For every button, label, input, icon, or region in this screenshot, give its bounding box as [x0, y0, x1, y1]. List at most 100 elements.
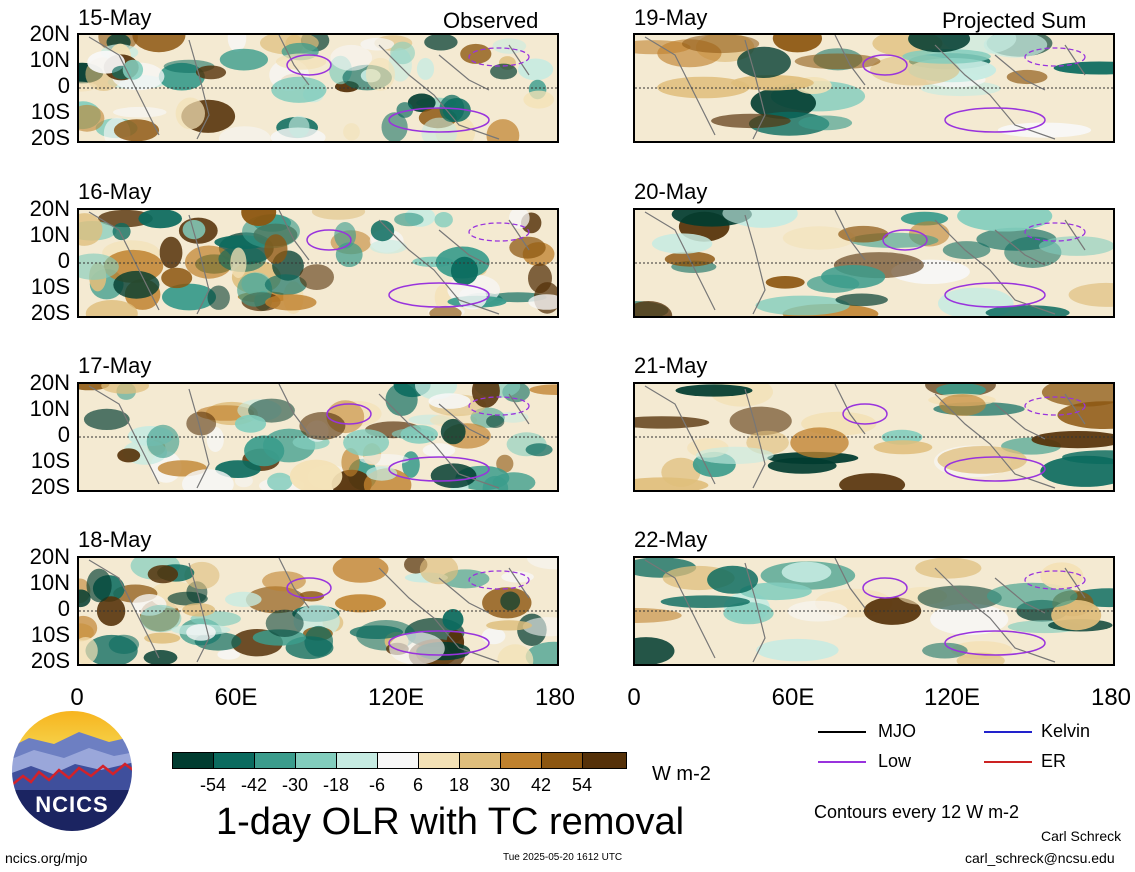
olr-anomaly-blob — [147, 565, 179, 584]
olr-anomaly-blob — [937, 446, 1027, 474]
olr-field — [635, 35, 1113, 140]
lat-label: 10S — [30, 99, 70, 124]
olr-anomaly-blob — [707, 565, 759, 594]
olr-anomaly-blob — [407, 93, 436, 113]
footer-url[interactable]: ncics.org/mjo — [5, 850, 88, 866]
olr-field — [79, 35, 557, 141]
panel-date-label: 20-May — [634, 179, 708, 204]
colorbar — [172, 752, 627, 770]
olr-anomaly-blob — [182, 469, 234, 490]
low-contour — [388, 107, 490, 133]
olr-map-panel-projected — [633, 33, 1115, 143]
lat-label: 0 — [57, 596, 70, 621]
olr-anomaly-blob — [276, 53, 327, 70]
lat-label: 0 — [57, 422, 70, 447]
olr-anomaly-blob — [369, 239, 407, 254]
olr-anomaly-blob — [522, 617, 557, 637]
olr-anomaly-blob — [942, 241, 991, 260]
olr-anomaly-blob — [298, 591, 325, 602]
olr-anomaly-blob — [750, 87, 816, 119]
olr-anomaly-blob — [838, 225, 889, 243]
lat-label: 10N — [29, 570, 70, 595]
olr-anomaly-blob — [217, 649, 240, 660]
colorbar-bin — [172, 752, 214, 769]
olr-anomaly-blob — [1031, 431, 1113, 449]
olr-anomaly-blob — [219, 48, 268, 71]
olr-anomaly-blob — [497, 644, 534, 664]
olr-anomaly-blob — [529, 384, 557, 395]
lon-label: 120E — [367, 684, 425, 711]
olr-anomaly-blob — [722, 210, 797, 227]
olr-anomaly-blob — [873, 440, 933, 455]
coastline — [88, 558, 530, 663]
olr-anomaly-blob — [460, 43, 492, 64]
footer-email[interactable]: carl_schreck@ncsu.edu — [965, 850, 1115, 866]
olr-anomaly-blob — [159, 236, 183, 269]
olr-anomaly-blob — [492, 472, 536, 490]
lat-label: 10S — [30, 274, 70, 299]
coastline — [88, 384, 530, 489]
olr-map-panel-projected — [633, 556, 1115, 666]
olr-anomaly-blob — [79, 615, 98, 641]
olr-anomaly-blob — [782, 226, 856, 250]
lat-label: 20S — [30, 300, 70, 325]
olr-anomaly-blob — [83, 408, 130, 430]
olr-anomaly-blob — [140, 604, 182, 633]
olr-anomaly-blob — [458, 286, 487, 310]
olr-anomaly-blob — [1006, 69, 1048, 85]
lat-label: 0 — [57, 248, 70, 273]
low-contour-negative — [1024, 570, 1086, 590]
olr-anomaly-blob — [360, 37, 395, 51]
olr-field — [79, 210, 557, 316]
olr-anomaly-blob — [430, 463, 477, 488]
olr-anomaly-blob — [528, 294, 557, 310]
projected-label: Projected Sum — [942, 8, 1087, 33]
olr-anomaly-blob — [985, 305, 1070, 316]
olr-anomaly-blob — [821, 265, 886, 289]
olr-anomaly-blob — [341, 448, 360, 477]
olr-anomaly-blob — [330, 44, 373, 71]
logo-text: NCICS — [35, 792, 109, 817]
olr-anomaly-blob — [175, 97, 205, 130]
colorbar-tick: 30 — [489, 775, 511, 795]
olr-anomaly-blob — [79, 104, 105, 132]
colorbar-bin — [459, 752, 501, 769]
colorbar-tick: -6 — [368, 775, 385, 795]
olr-anomaly-blob — [798, 115, 853, 131]
lon-label: 180 — [1090, 684, 1132, 711]
olr-anomaly-blob — [394, 212, 424, 227]
olr-anomaly-blob — [675, 384, 753, 397]
olr-anomaly-blob — [79, 81, 98, 92]
olr-anomaly-blob — [184, 561, 220, 590]
olr-anomaly-blob — [525, 641, 557, 664]
olr-map-panel-observed — [77, 382, 559, 492]
olr-anomaly-blob — [264, 234, 288, 264]
olr-anomaly-blob — [143, 650, 178, 664]
olr-anomaly-blob — [370, 220, 395, 242]
lat-label: 20N — [29, 21, 70, 46]
panel-date-label: 16-May — [78, 179, 152, 204]
lon-label: 180 — [534, 684, 576, 711]
olr-map-panel-observed — [77, 208, 559, 318]
low-contour — [882, 229, 928, 251]
olr-anomaly-blob — [234, 414, 267, 433]
olr-anomaly-blob — [113, 119, 160, 141]
lat-label: 20N — [29, 544, 70, 569]
olr-anomaly-blob — [113, 106, 167, 118]
low-contour-negative — [468, 222, 530, 242]
contours-note: Contours every 12 W m-2 — [814, 802, 1020, 822]
panel-date-label: 17-May — [78, 353, 152, 378]
low-contour-negative — [468, 396, 530, 416]
lat-label: 10N — [29, 47, 70, 72]
low-contour — [944, 630, 1046, 656]
low-contour — [862, 54, 908, 76]
olr-anomaly-blob — [781, 561, 832, 583]
legend-label: Kelvin — [1041, 721, 1091, 741]
olr-anomaly-blob — [389, 632, 445, 664]
legend-label: Low — [878, 751, 912, 771]
olr-map-panel-projected — [633, 208, 1115, 318]
olr-anomaly-blob — [101, 384, 149, 394]
olr-anomaly-blob — [79, 637, 98, 664]
olr-field — [635, 210, 1113, 316]
olr-anomaly-blob — [661, 457, 701, 487]
